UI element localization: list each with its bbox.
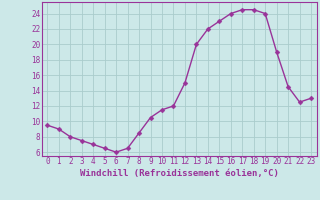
X-axis label: Windchill (Refroidissement éolien,°C): Windchill (Refroidissement éolien,°C) (80, 169, 279, 178)
